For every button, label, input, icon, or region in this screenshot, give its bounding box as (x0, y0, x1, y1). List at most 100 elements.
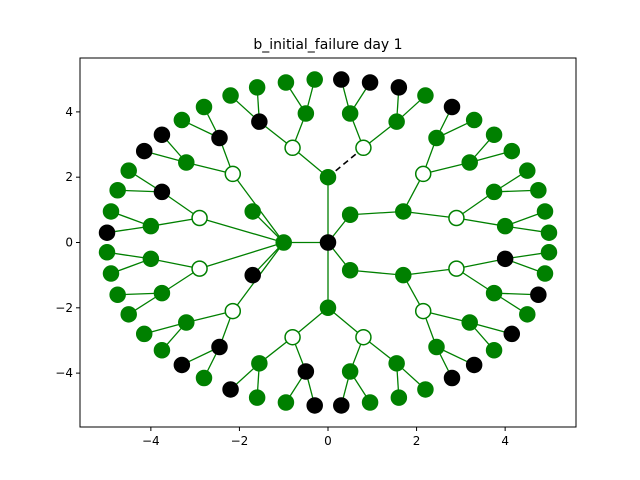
node-green (120, 162, 137, 179)
node-black (443, 98, 461, 116)
node-green (222, 87, 239, 104)
node-green (248, 389, 266, 406)
node-green (461, 154, 478, 171)
node-hollow (414, 302, 432, 320)
node-green (297, 105, 315, 122)
node-green (120, 306, 137, 323)
y-tick-label: 4 (65, 105, 73, 119)
edge (199, 241, 284, 270)
node-black (173, 356, 191, 374)
node-black (153, 183, 171, 201)
node-black (361, 74, 379, 91)
node-black (496, 250, 514, 268)
edge (403, 267, 457, 276)
node-black (530, 286, 547, 303)
edge (456, 258, 506, 270)
node-black (465, 356, 483, 374)
node-green (390, 389, 408, 406)
node-hollow (224, 165, 242, 183)
y-tick-label: 0 (65, 236, 73, 250)
node-green (341, 363, 359, 380)
node-black (251, 113, 268, 130)
node-black (135, 142, 153, 160)
node-green (306, 71, 323, 88)
node-green (319, 168, 337, 186)
node-green (248, 79, 266, 96)
x-tick-label: 2 (413, 434, 421, 448)
node-green (142, 217, 160, 235)
node-hollow (191, 209, 208, 227)
node-green (275, 234, 292, 251)
node-green (102, 203, 120, 220)
node-green (277, 394, 295, 411)
node-hollow (355, 139, 372, 157)
node-green (540, 224, 558, 241)
y-axis: −4 −2 0 2 4 (55, 105, 80, 380)
x-axis: −4 −2 0 2 4 (142, 427, 509, 448)
node-black (503, 325, 521, 343)
node-black (333, 397, 350, 414)
node-green (109, 286, 126, 303)
node-green (519, 162, 536, 179)
node-hollow (414, 165, 432, 183)
node-hollow (284, 328, 301, 346)
node-green (341, 105, 359, 122)
node-black (443, 369, 461, 387)
node-hollow (224, 302, 242, 320)
node-green (485, 126, 503, 143)
node-green (109, 182, 126, 199)
x-tick-label: 0 (324, 434, 332, 448)
node-green (341, 262, 359, 279)
x-tick-label: −2 (231, 434, 249, 448)
node-hollow (448, 209, 465, 227)
node-green (496, 217, 514, 235)
node-green (388, 113, 405, 130)
node-hollow (191, 260, 208, 277)
node-black (306, 397, 323, 414)
node-hollow (448, 260, 465, 277)
node-black (390, 79, 408, 96)
node-green (485, 342, 503, 359)
node-green (195, 98, 213, 116)
node-black (211, 338, 228, 356)
node-green (153, 342, 171, 359)
chart-title: b_initial_failure day 1 (253, 37, 402, 53)
edge (350, 210, 404, 216)
node-green (540, 244, 558, 261)
node-green (417, 381, 434, 398)
node-green (519, 306, 536, 323)
node-hollow (284, 139, 301, 157)
node-green (361, 394, 379, 411)
node-black (222, 381, 239, 398)
edge (403, 210, 457, 219)
node-green (461, 314, 478, 331)
node-green (428, 129, 445, 147)
node-green (503, 142, 521, 160)
y-tick-label: 2 (65, 170, 73, 184)
node-green (173, 111, 191, 129)
failed-edge (327, 147, 364, 178)
node-green (244, 203, 261, 220)
x-tick-label: −4 (142, 434, 160, 448)
node-green (98, 244, 116, 261)
edge (350, 269, 404, 276)
y-tick-label: −4 (55, 366, 73, 380)
edge (199, 217, 284, 244)
node-green (485, 284, 503, 302)
node-green (388, 355, 405, 372)
edge (150, 258, 200, 270)
node-green (536, 203, 554, 220)
nodes-layer (98, 71, 558, 414)
node-hollow (355, 328, 372, 346)
node-green (319, 299, 337, 317)
node-green (428, 338, 445, 356)
node-black (319, 234, 337, 251)
x-tick-label: 4 (501, 434, 509, 448)
node-green (485, 183, 503, 201)
node-green (465, 111, 483, 129)
node-black (244, 266, 261, 284)
node-black (153, 126, 171, 143)
y-tick-label: −2 (55, 301, 73, 315)
node-black (98, 224, 116, 241)
node-green (277, 74, 295, 91)
